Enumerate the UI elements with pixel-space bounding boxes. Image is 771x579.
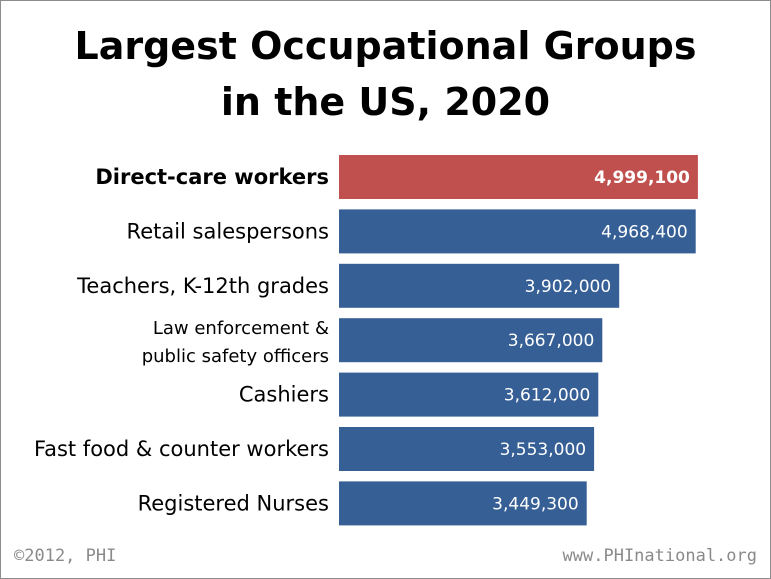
category-label-3: Teachers, K-12th grades	[76, 274, 329, 298]
bar-value-label-2: 4,968,400	[601, 222, 688, 242]
category-label-7: Registered Nurses	[138, 491, 329, 515]
bar-5	[339, 372, 599, 417]
bar-value-label-1: 4,999,100	[594, 168, 690, 188]
bar-value-label-4: 3,667,000	[508, 331, 595, 351]
copyright-text: ©2012, PHI	[14, 546, 117, 566]
category-label-4: Law enforcement & public safety officers	[142, 318, 329, 367]
bar-1	[339, 155, 698, 199]
category-label-5: Cashiers	[239, 383, 329, 407]
bar-value-label-6: 3,553,000	[500, 440, 587, 460]
category-label-2: Retail salespersons	[127, 219, 329, 243]
chart-title-line-1: Largest Occupational Groups	[74, 24, 697, 68]
bar-3	[339, 263, 620, 308]
bar-6	[339, 427, 595, 471]
category-label-6: Fast food & counter workers	[34, 437, 329, 461]
bar-7	[339, 481, 587, 526]
chart-title-line-2: in the US, 2020	[220, 80, 551, 124]
bar-2	[339, 209, 696, 254]
bar-value-label-7: 3,449,300	[492, 494, 579, 514]
category-label-1: Direct-care workers	[95, 165, 329, 189]
bar-value-label-3: 3,902,000	[525, 277, 612, 297]
website-text: www.PHInational.org	[562, 546, 757, 566]
bar-4	[339, 318, 603, 363]
bar-value-label-5: 3,612,000	[504, 386, 591, 406]
chart-title: Largest Occupational Groups in the US, 2…	[0, 18, 771, 130]
